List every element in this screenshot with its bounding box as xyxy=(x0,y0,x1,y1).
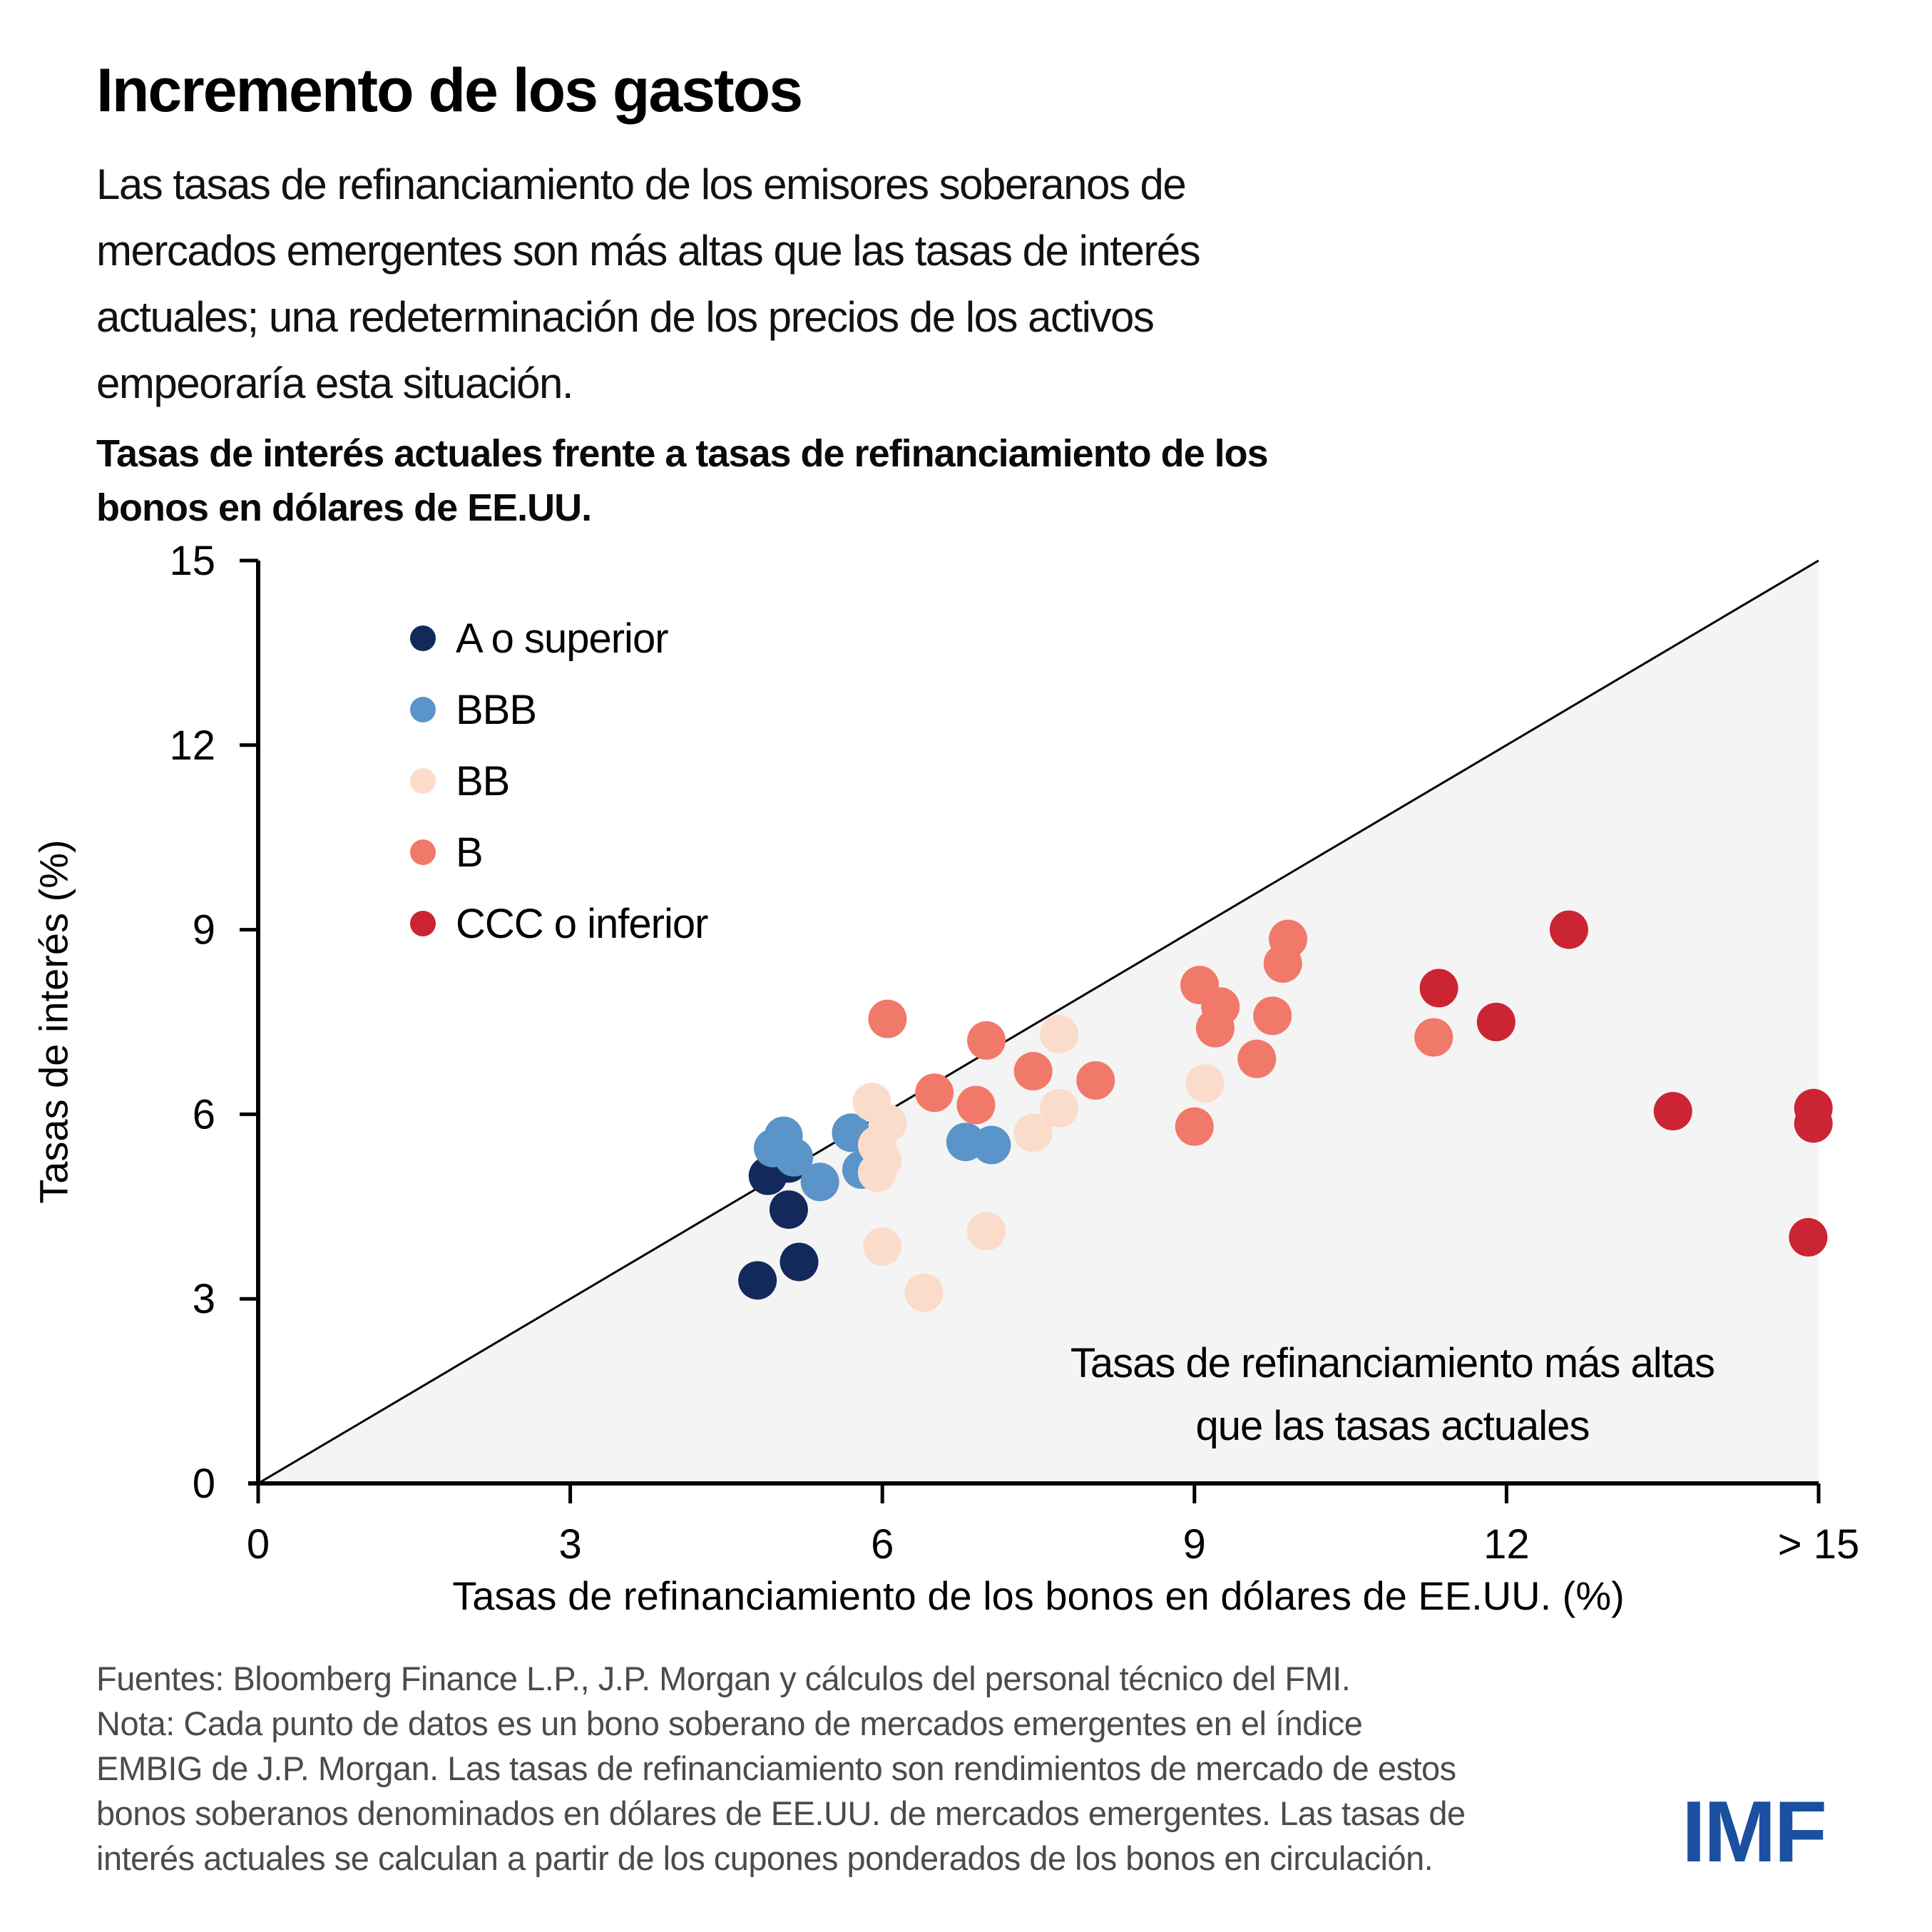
imf-logo: IMF xyxy=(1682,1783,1827,1880)
data-point-a-o-superior xyxy=(738,1261,777,1300)
legend-swatch-icon xyxy=(410,697,436,722)
data-point-a-o-superior xyxy=(780,1242,819,1282)
text-line: mercados emergentes son más altas que la… xyxy=(96,227,1201,275)
legend-item: A o superior xyxy=(410,603,707,674)
data-point-bb xyxy=(1040,1015,1079,1054)
legend-item: B xyxy=(410,817,707,888)
data-point-b xyxy=(1195,1008,1235,1048)
legend-label: B xyxy=(456,829,484,876)
text-line: Tasas de refinanciamiento más altas xyxy=(1070,1340,1715,1386)
data-point-ccc-o-inferior xyxy=(1549,910,1588,949)
data-point-bb xyxy=(1040,1088,1079,1128)
y-tick-label: 6 xyxy=(193,1091,215,1138)
shaded-region-annotation: Tasas de refinanciamiento más altas que l… xyxy=(949,1332,1836,1458)
x-tick-label: 12 xyxy=(1483,1521,1530,1568)
text-line: Tasas de interés actuales frente a tasas… xyxy=(96,432,1269,475)
x-axis-title: Tasas de refinanciamiento de los bonos e… xyxy=(452,1573,1625,1618)
data-point-a-o-superior xyxy=(769,1190,808,1230)
legend-label: CCC o inferior xyxy=(456,900,708,947)
data-point-b xyxy=(868,999,907,1038)
y-tick-label: 3 xyxy=(193,1276,215,1322)
data-point-b xyxy=(1253,996,1292,1036)
data-point-b xyxy=(967,1021,1006,1060)
legend-item: CCC o inferior xyxy=(410,888,708,959)
text-line: Nota: Cada punto de datos es un bono sob… xyxy=(96,1704,1363,1742)
data-point-b xyxy=(1263,944,1302,983)
text-line: que las tasas actuales xyxy=(1195,1403,1590,1449)
data-point-bb xyxy=(904,1273,944,1312)
legend-item: BB xyxy=(410,745,707,817)
data-point-bb xyxy=(863,1227,902,1266)
legend-label: A o superior xyxy=(456,615,669,662)
data-point-b xyxy=(1237,1039,1277,1078)
diagonal-line xyxy=(257,559,1819,1485)
data-point-b xyxy=(956,1085,996,1125)
y-tick-label: 15 xyxy=(169,538,215,584)
data-point-b xyxy=(1175,1107,1214,1146)
data-point-ccc-o-inferior xyxy=(1653,1092,1692,1131)
legend-label: BBB xyxy=(456,686,537,733)
page-title: Incremento de los gastos xyxy=(96,56,803,125)
y-tick-label: 0 xyxy=(193,1461,215,1507)
data-point-ccc-o-inferior xyxy=(1476,1003,1516,1041)
data-point-b xyxy=(1013,1052,1053,1091)
legend-label: BB xyxy=(456,757,510,804)
legend-swatch-icon xyxy=(410,839,436,865)
data-point-ccc-o-inferior xyxy=(1419,968,1458,1008)
data-point-bb xyxy=(1013,1113,1053,1152)
text-line: empeoraría esta situación. xyxy=(96,359,574,407)
x-tick-label: 0 xyxy=(247,1521,270,1568)
data-point-bb xyxy=(967,1212,1006,1251)
y-tick-label: 9 xyxy=(193,907,215,954)
text-line: interés actuales se calculan a partir de… xyxy=(96,1839,1433,1877)
text-line: bonos en dólares de EE.UU. xyxy=(96,486,592,529)
legend-swatch-icon xyxy=(410,768,436,794)
legend-swatch-icon xyxy=(410,911,436,936)
legend: A o superior BBB BB B CCC o inferior xyxy=(410,603,708,959)
y-axis-title: Tasas de interés (%) xyxy=(31,839,76,1204)
data-point-ccc-o-inferior xyxy=(1789,1217,1828,1257)
data-point-b xyxy=(1076,1060,1115,1100)
data-point-b xyxy=(1414,1018,1453,1057)
data-point-bbb xyxy=(800,1162,839,1202)
data-point-b xyxy=(915,1073,954,1113)
footer-notes: Fuentes: Bloomberg Finance L.P., J.P. Mo… xyxy=(96,1656,1466,1881)
text-line: Fuentes: Bloomberg Finance L.P., J.P. Mo… xyxy=(96,1660,1351,1697)
text-line: actuales; una redeterminación de los pre… xyxy=(96,293,1155,341)
data-point-bb xyxy=(857,1153,896,1192)
text-line: Las tasas de refinanciamiento de los emi… xyxy=(96,160,1187,208)
data-point-ccc-o-inferior xyxy=(1794,1104,1833,1143)
data-point-bbb xyxy=(775,1138,814,1177)
legend-item: BBB xyxy=(410,674,707,745)
text-line: bonos soberanos denominados en dólares d… xyxy=(96,1794,1466,1832)
data-point-bbb xyxy=(972,1125,1011,1165)
legend-swatch-icon xyxy=(410,625,436,651)
x-tick-label: 3 xyxy=(558,1521,581,1568)
x-tick-label: 6 xyxy=(871,1521,894,1568)
text-line: EMBIG de J.P. Morgan. Las tasas de refin… xyxy=(96,1749,1456,1787)
x-tick-label: > 15 xyxy=(1778,1521,1860,1568)
x-tick-label: 9 xyxy=(1183,1521,1206,1568)
page-subtitle: Las tasas de refinanciamiento de los emi… xyxy=(96,151,1201,416)
data-point-bb xyxy=(1185,1064,1225,1103)
y-tick-label: 12 xyxy=(169,722,215,769)
chart-title: Tasas de interés actuales frente a tasas… xyxy=(96,426,1269,535)
